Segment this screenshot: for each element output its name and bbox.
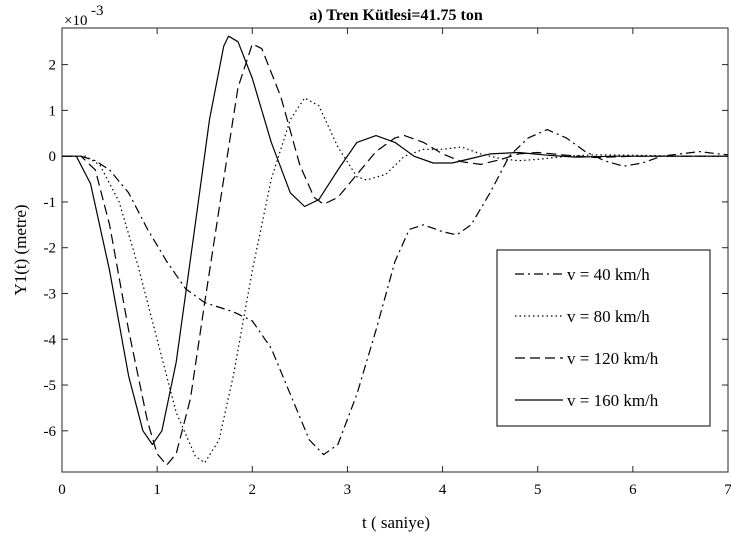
series-line-v-40-km-h (62, 129, 729, 456)
plot-frame (61, 27, 729, 473)
y-tick-label: -5 (44, 378, 57, 394)
x-tick-label: 2 (249, 482, 257, 498)
series-line-v-80-km-h (62, 97, 728, 464)
x-tick-label: 5 (534, 482, 542, 498)
legend-box (496, 249, 711, 427)
x-tick-label: 0 (58, 482, 66, 498)
y-exponent-base: ×10 (64, 13, 87, 29)
y-tick-label: 1 (49, 103, 57, 119)
x-axis-label: t ( saniye) (362, 513, 430, 532)
legend-label-v-120-km-h: v = 120 km/h (567, 349, 659, 368)
x-tick-label: 1 (153, 482, 161, 498)
y-tick-label: -6 (44, 424, 57, 440)
y-tick-label: 0 (49, 149, 57, 165)
series-line-v-120-km-h (62, 43, 728, 466)
series-line-v-160-km-h (62, 35, 728, 446)
series-lines (62, 35, 729, 466)
x-tick-label: 6 (629, 482, 637, 498)
x-tick-label: 3 (344, 482, 352, 498)
legend-label-v-40-km-h: v = 40 km/h (567, 265, 650, 284)
legend-label-v-80-km-h: v = 80 km/h (567, 307, 650, 326)
legend-label-v-160-km-h: v = 160 km/h (567, 391, 659, 410)
y-tick-label: -1 (44, 195, 57, 211)
y-axis-label: Y1(t) (metre) (11, 204, 30, 295)
y-tick-label: -4 (44, 332, 57, 348)
y-tick-label: -3 (44, 286, 57, 302)
x-tick-label: 4 (439, 482, 447, 498)
y-tick-label: -2 (44, 241, 57, 257)
chart-title: a) Tren Kütlesi=41.75 ton (309, 7, 483, 24)
legend: v = 40 km/h v = 80 km/h v = 120 km/h v = 16… (496, 249, 711, 427)
y-tick-label: 2 (49, 58, 57, 74)
y-exponent-power: -3 (91, 3, 104, 19)
x-tick-label: 7 (724, 482, 731, 498)
axis-ticks: 0 1 2 3 4 5 6 7 2 1 0 -1 -2 -3 -4 -5 -6 (44, 28, 731, 498)
